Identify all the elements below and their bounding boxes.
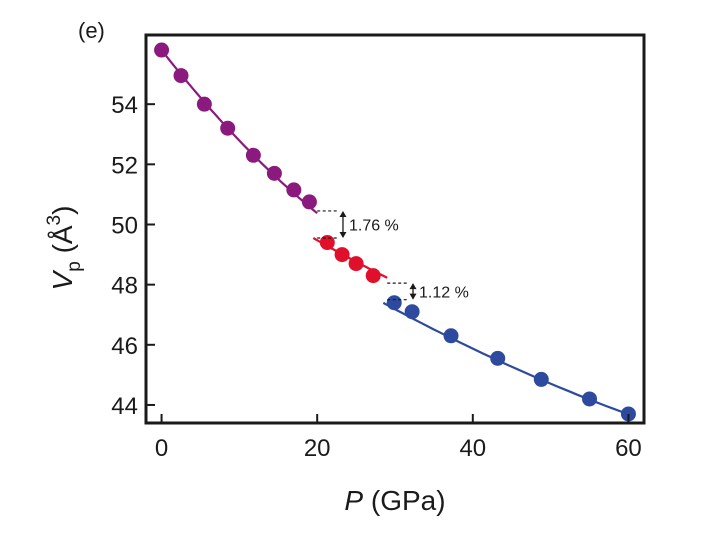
y-tick-label: 54: [111, 92, 138, 119]
y-axis-symbol: V: [47, 269, 78, 290]
annotation-arrowhead-down: [409, 293, 417, 300]
y-tick-label: 44: [111, 393, 138, 420]
y-axis-title: Vp (Å3): [44, 206, 85, 291]
y-tick-label: 50: [111, 212, 138, 239]
y-tick-label: 52: [111, 152, 138, 179]
data-point-series-2: [348, 256, 364, 272]
plot-area: 1.76 % 1.12 %: [154, 42, 636, 422]
y-axis-subscript: p: [64, 261, 85, 272]
annotation-arrowhead-up: [339, 210, 347, 217]
x-axis: 0 20 40 60: [155, 414, 642, 462]
annotation-label: 1.12 %: [419, 284, 469, 301]
data-point-series-3: [620, 406, 636, 422]
annotation-label: 1.76 %: [349, 217, 399, 234]
data-point-series-1: [245, 147, 261, 163]
annotation-arrowhead-up: [409, 283, 417, 290]
data-point-series-1: [173, 68, 189, 84]
y-axis-unit: (Å: [47, 225, 78, 261]
x-axis-title: P (GPa): [344, 485, 445, 516]
data-point-series-3: [404, 304, 420, 320]
data-point-series-1: [154, 42, 170, 58]
y-axis-close: ): [47, 206, 78, 215]
y-tick-label: 46: [111, 333, 138, 360]
data-point-series-2: [319, 235, 335, 251]
x-tick-label: 0: [155, 435, 168, 462]
plot-frame: [144, 33, 646, 425]
x-tick-label: 20: [304, 435, 331, 462]
x-tick-label: 40: [459, 435, 486, 462]
data-point-series-1: [196, 96, 212, 112]
data-point-series-1: [220, 120, 236, 136]
y-axis: 44 46 48 50 52 54: [111, 92, 155, 420]
x-tick-label: 60: [615, 435, 642, 462]
data-point-series-1: [301, 194, 317, 210]
panel-label: (e): [78, 18, 105, 43]
x-axis-symbol: P: [344, 485, 363, 516]
data-point-series-3: [582, 391, 598, 407]
annotation-arrowhead-down: [339, 232, 347, 239]
data-point-series-3: [533, 371, 549, 387]
data-point-series-3: [490, 350, 506, 366]
data-point-series-1: [266, 165, 282, 181]
data-point-series-1: [286, 182, 302, 198]
x-axis-unit: (GPa): [363, 485, 445, 516]
data-point-series-3: [443, 328, 459, 344]
data-point-series-2: [334, 247, 350, 263]
data-point-series-3: [386, 295, 402, 311]
data-point-series-2: [365, 268, 381, 284]
y-tick-label: 48: [111, 273, 138, 300]
y-axis-superscript: 3: [44, 215, 65, 226]
